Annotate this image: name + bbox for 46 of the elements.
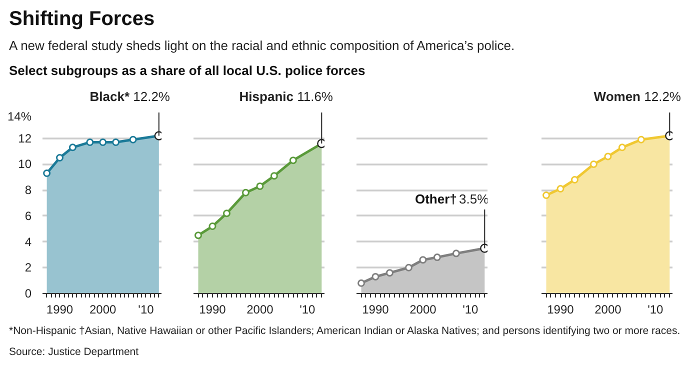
point xyxy=(433,254,441,262)
text: A new federal study sheds light on the racial and ethnic composition of America’s police. xyxy=(9,37,515,55)
data-label: 12.2% xyxy=(644,89,681,104)
x-tick-label: 2000 xyxy=(410,302,437,316)
x-tick-label: '10 xyxy=(300,302,316,316)
text: *Non-Hispanic †Asian, Native Hawaiian or other Pacific Islanders; American Indian or Alaska Natives; and persons identifying two or more races. xyxy=(9,324,680,339)
point xyxy=(289,156,297,164)
x-tick-label: 1990 xyxy=(547,302,574,316)
y-tick-label: 12 xyxy=(18,131,32,146)
point xyxy=(419,256,427,264)
point xyxy=(270,172,278,180)
point xyxy=(208,222,216,230)
point xyxy=(242,188,250,196)
point xyxy=(386,269,394,277)
y-tick-label: 0 xyxy=(24,286,32,300)
text: Select subgroups as a share of all local U.S. police forces xyxy=(9,62,366,80)
x-tick-label: 1990 xyxy=(362,302,390,316)
data-label: 12.2% xyxy=(133,89,170,104)
data-label: 11.6% xyxy=(297,89,333,104)
point xyxy=(194,232,202,240)
x-tick-label: 2000 xyxy=(90,302,117,316)
point xyxy=(452,250,460,258)
point xyxy=(404,264,412,272)
source-note: Source: Justice Department xyxy=(9,345,139,360)
text: Black* xyxy=(90,89,130,104)
y-tick-label: 2 xyxy=(24,260,32,275)
x-tick-label: '10 xyxy=(648,302,664,316)
text: Hispanic xyxy=(239,89,294,104)
x-tick-label: 1990 xyxy=(46,302,74,316)
y-tick-label: 14% xyxy=(7,110,32,124)
x-tick-label: '10 xyxy=(462,302,479,316)
chart-title: Shifting Forces xyxy=(9,7,155,32)
y-tick-label: 8 xyxy=(24,183,32,198)
text: Women xyxy=(594,89,641,104)
x-tick-label: 2000 xyxy=(594,302,622,316)
point xyxy=(256,182,264,190)
text: Other† xyxy=(414,191,457,206)
x-tick-label: 1990 xyxy=(199,302,226,316)
point xyxy=(357,279,365,287)
y-tick-label: 10 xyxy=(18,157,32,172)
y-tick-label: 4 xyxy=(24,234,32,249)
x-tick-label: '10 xyxy=(138,302,154,316)
point xyxy=(372,272,380,280)
y-tick-label: 6 xyxy=(24,208,32,223)
x-tick-label: 2000 xyxy=(246,302,274,316)
point xyxy=(222,210,230,218)
